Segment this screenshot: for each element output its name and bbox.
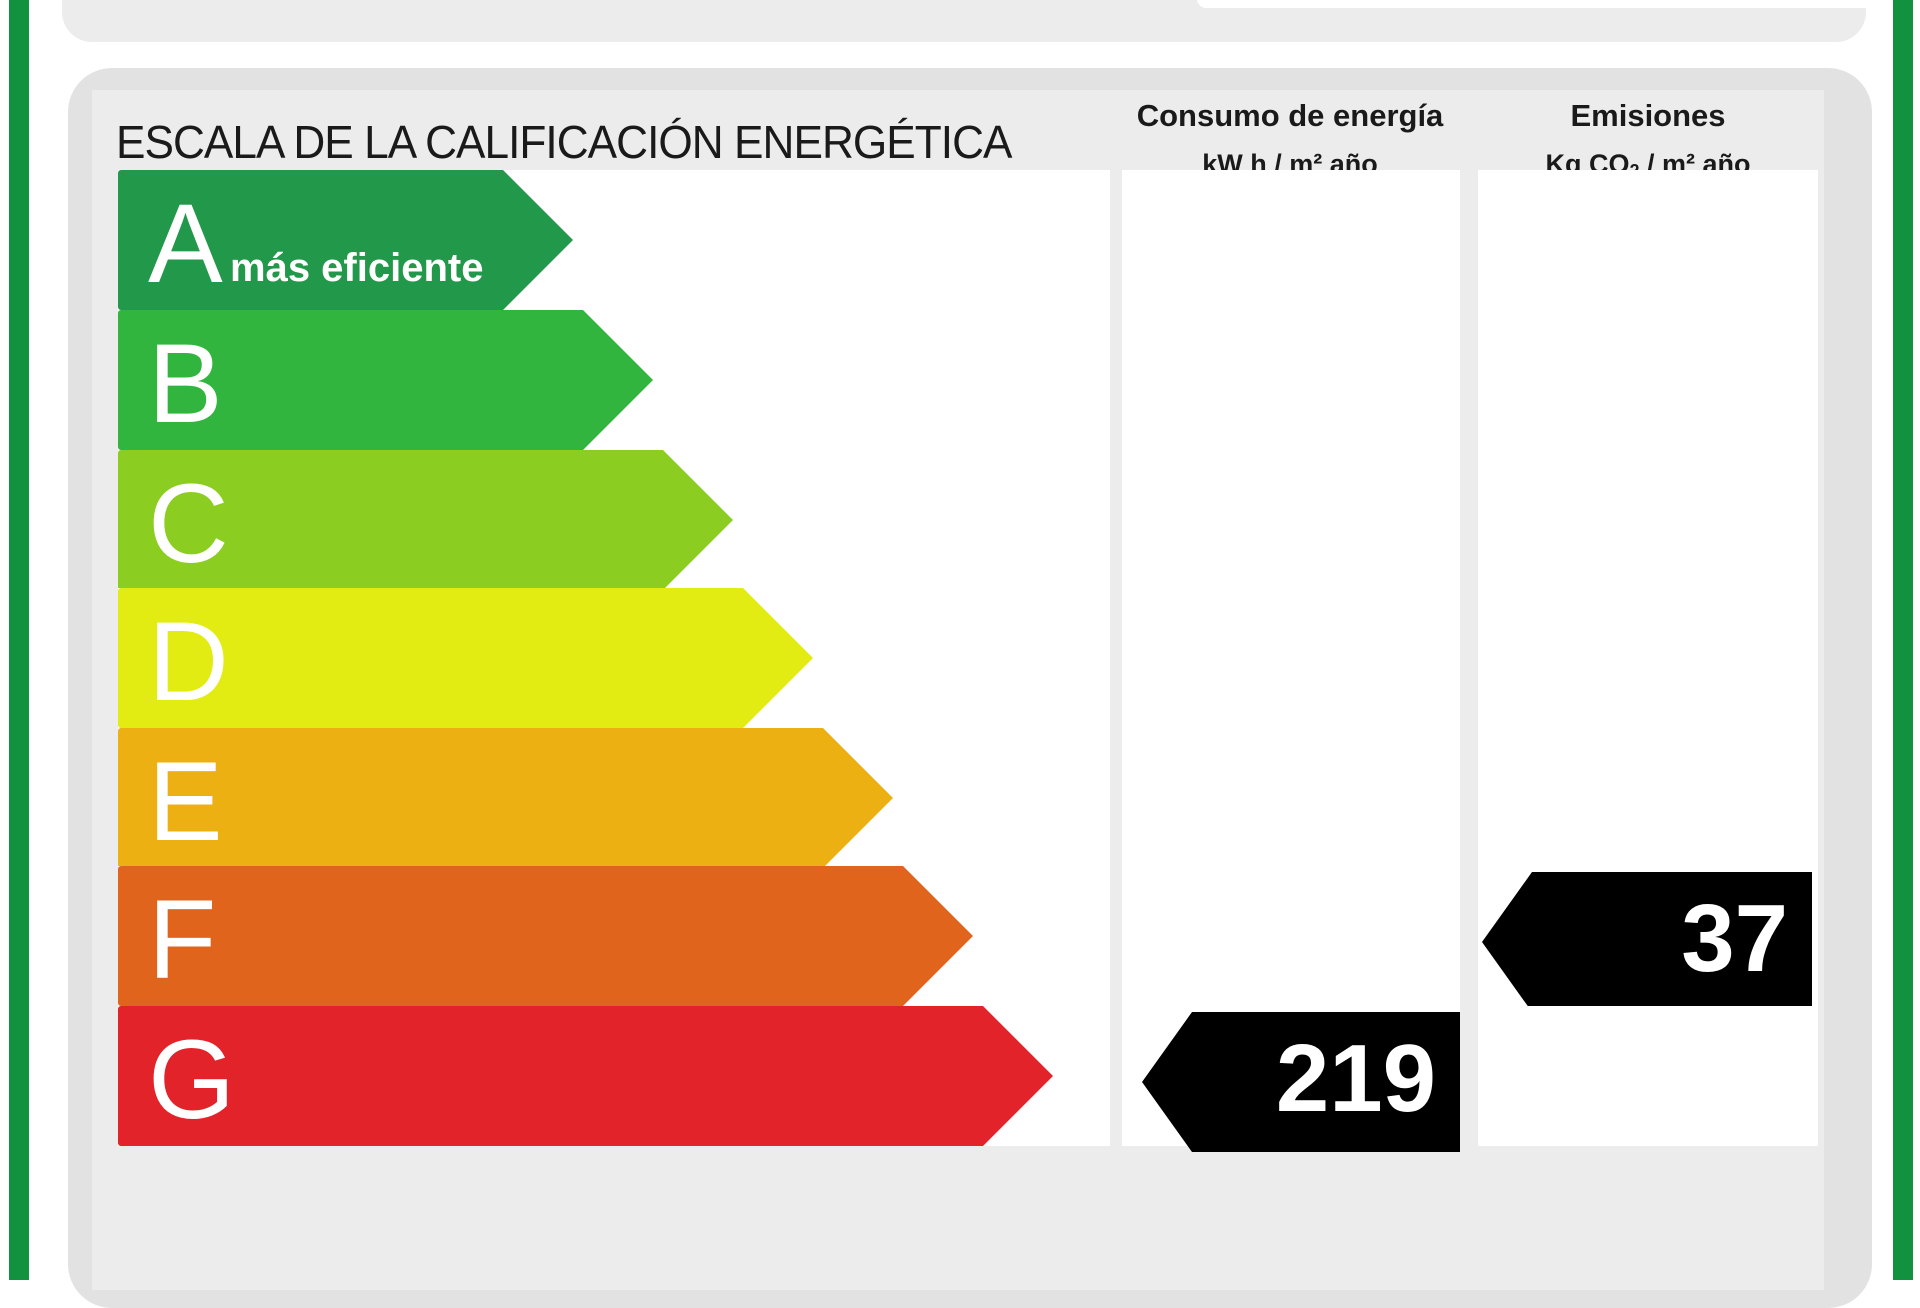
frame-border-right: [1893, 0, 1913, 1280]
emissions-cell: [1478, 1006, 1818, 1146]
bar-cell: D: [118, 588, 1110, 728]
rating-row-e: E: [118, 728, 1818, 868]
rating-arrow-b: B: [118, 310, 653, 450]
rating-letter: C: [148, 461, 229, 586]
bar-cell: B: [118, 310, 1110, 450]
rating-sublabel: más eficiente: [230, 246, 484, 290]
rating-row-c: C: [118, 450, 1818, 590]
rating-letter: A: [148, 181, 223, 306]
emissions-indicator: 37: [1482, 872, 1812, 1012]
top-panel: [62, 0, 1887, 42]
emissions-cell: 37: [1478, 866, 1818, 1012]
rating-letter: B: [148, 321, 223, 446]
emissions-cell: [1478, 728, 1818, 868]
rating-row-d: D: [118, 588, 1818, 728]
rating-letter: F: [148, 877, 217, 1002]
scale-title: ESCALA DE LA CALIFICACIÓN ENERGÉTICA: [116, 116, 1012, 168]
energy-cell: [1122, 728, 1460, 868]
energy-cell: [1122, 170, 1460, 310]
rating-arrow-f: F: [118, 866, 973, 1006]
energy-cell: [1122, 450, 1460, 590]
bar-cell: F: [118, 866, 1110, 1006]
bar-cell: E: [118, 728, 1110, 868]
emissions-value: 37: [1681, 885, 1788, 992]
energy-cell: [1122, 866, 1460, 1006]
rating-arrow-d: D: [118, 588, 813, 728]
rating-arrow-e: E: [118, 728, 893, 868]
rating-row-g: G 219: [118, 1006, 1818, 1152]
energy-cell: 219: [1122, 1006, 1460, 1152]
energy-column-title: Consumo de energía: [1136, 98, 1444, 133]
top-field: [1197, 0, 1887, 8]
bar-cell: C: [118, 450, 1110, 590]
energy-indicator: 219: [1142, 1012, 1460, 1152]
rating-row-f: F 37: [118, 866, 1818, 1012]
bar-cell: G: [118, 1006, 1110, 1146]
emissions-cell: [1478, 170, 1818, 310]
energy-value: 219: [1275, 1025, 1436, 1132]
rating-letter: E: [148, 739, 223, 864]
rating-arrow-g: G: [118, 1006, 1053, 1146]
rating-letter: D: [148, 599, 229, 724]
emissions-cell: [1478, 310, 1818, 450]
rating-row-b: B: [118, 310, 1818, 450]
energy-cell: [1122, 310, 1460, 450]
rating-arrow-c: C: [118, 450, 733, 590]
rating-letter: G: [148, 1017, 236, 1142]
emissions-cell: [1478, 588, 1818, 728]
emissions-column-title: Emisiones: [1570, 98, 1726, 133]
emissions-cell: [1478, 450, 1818, 590]
frame-border-left: [9, 0, 29, 1280]
energy-cell: [1122, 588, 1460, 728]
